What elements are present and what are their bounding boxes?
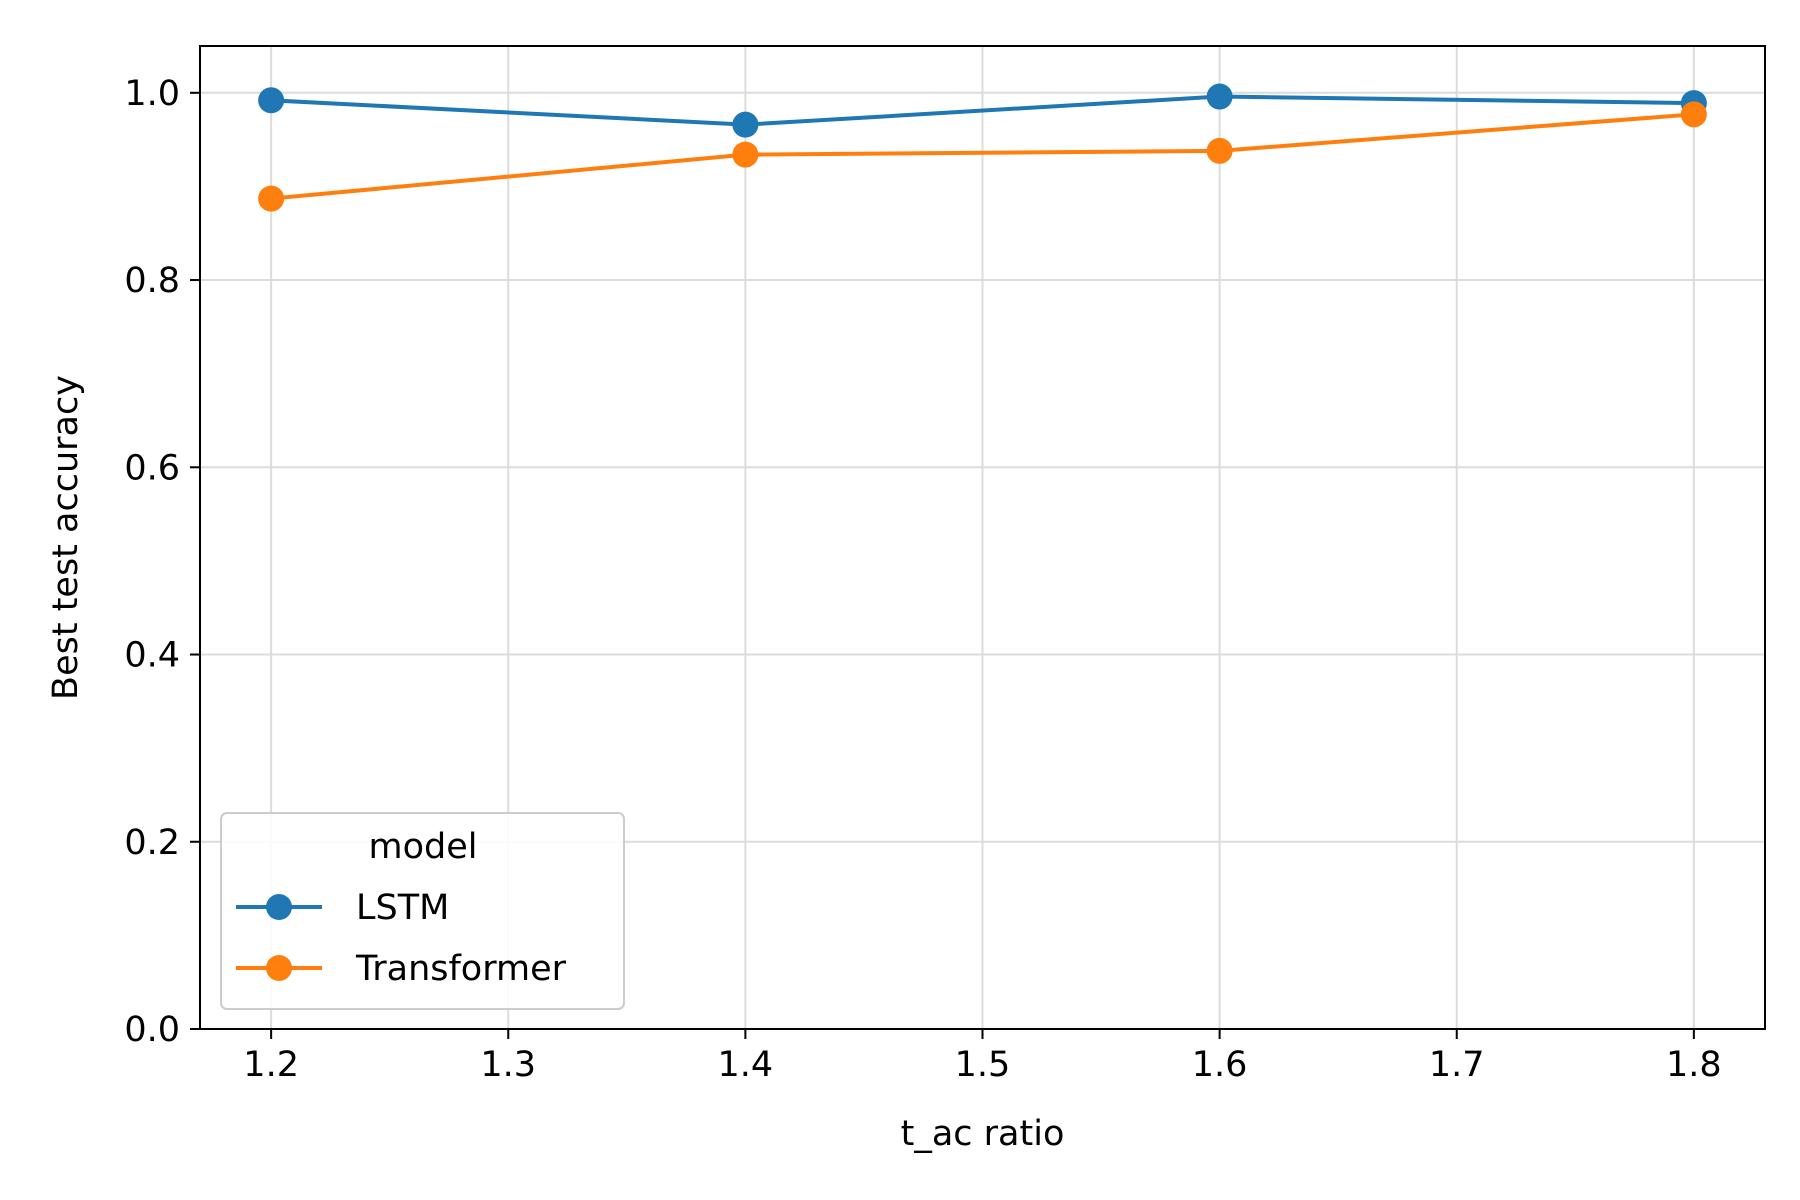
x-tick-label: 1.7	[1429, 1045, 1485, 1085]
y-tick-label: 0.4	[124, 636, 180, 676]
x-tick-label: 1.2	[243, 1045, 299, 1085]
legend-label: LSTM	[356, 888, 449, 928]
data-point	[258, 87, 285, 114]
legend-marker	[266, 894, 292, 920]
y-tick-label: 0.2	[124, 823, 180, 863]
legend-item-transformer: Transformer	[236, 949, 567, 989]
legend-title: model	[369, 827, 478, 867]
x-tick-label: 1.8	[1666, 1045, 1722, 1085]
grid	[200, 46, 1765, 1030]
data-point	[732, 111, 759, 138]
y-tick-label: 0.8	[124, 261, 180, 301]
legend: model LSTM Transformer	[220, 812, 625, 1010]
x-tick-label: 1.5	[955, 1045, 1011, 1085]
legend-marker	[266, 955, 292, 981]
y-tick-label: 0.6	[124, 448, 180, 488]
y-axis-title: Best test accuracy	[46, 375, 86, 700]
legend-box	[220, 812, 625, 1010]
y-tick-label: 0.0	[124, 1010, 180, 1050]
x-axis-title: t_ac ratio	[901, 1114, 1065, 1154]
series-transformer	[258, 101, 1707, 212]
axis-ticks: 1.2 1.3 1.4 1.5 1.6 1.7 1.8 0.0 0.2 0.4 0.6 0.8 1.0	[124, 74, 1721, 1085]
data-point	[1206, 83, 1233, 110]
x-tick-label: 1.4	[718, 1045, 774, 1085]
x-tick-label: 1.6	[1192, 1045, 1248, 1085]
series-line	[269, 94, 1696, 127]
data-point	[732, 141, 759, 168]
data-point	[1206, 137, 1233, 164]
legend-item-lstm: LSTM	[236, 888, 449, 928]
data-point	[258, 185, 285, 212]
series-line	[268, 112, 1697, 201]
plot-series	[258, 83, 1707, 212]
x-tick-label: 1.3	[480, 1045, 536, 1085]
legend-label: Transformer	[355, 949, 567, 989]
y-tick-label: 1.0	[124, 74, 180, 114]
data-point	[1680, 101, 1707, 128]
